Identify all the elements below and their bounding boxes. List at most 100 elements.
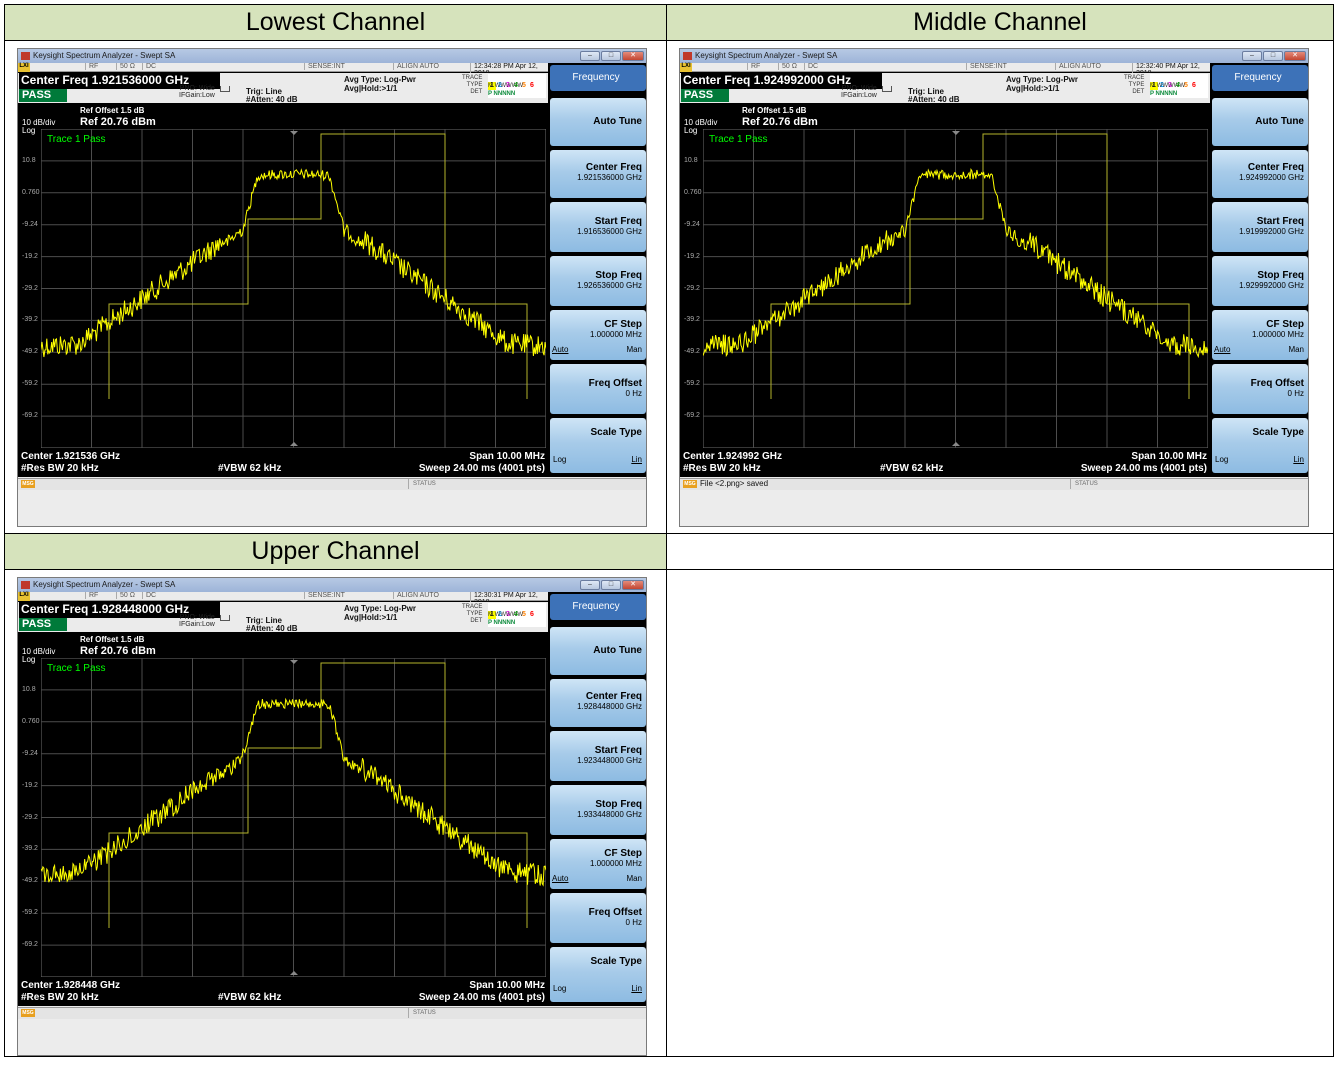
maximize-icon[interactable]: □ (601, 51, 621, 61)
lin-option[interactable]: Lin (1293, 455, 1304, 464)
minimize-icon[interactable]: – (580, 580, 600, 590)
trace-labels: TRACE TYPE DET (462, 604, 482, 625)
close-icon[interactable]: ✕ (1284, 51, 1306, 61)
man-option[interactable]: Man (626, 874, 642, 883)
ref-level: Ref 20.76 dBm (80, 645, 156, 657)
scale-div: 10 dB/div (22, 647, 56, 656)
trace-indicator[interactable]: 123456 M WWWWW P NNNNN (1150, 74, 1208, 98)
lxi-badge: LXI (18, 592, 30, 601)
lxi-badge: LXI (680, 63, 692, 72)
softkey-value: 0 Hz (1287, 389, 1304, 398)
trace-pass-label: Trace 1 Pass (47, 134, 106, 145)
auto-option[interactable]: Auto (1214, 345, 1231, 354)
scale-type-button[interactable]: Scale Type Log Lin (1212, 418, 1308, 473)
trace-num: 6 (530, 82, 534, 89)
ref-level: Ref 20.76 dBm (742, 116, 818, 128)
scale-readout: 10 dB/div Log (684, 119, 717, 135)
close-icon[interactable]: ✕ (622, 580, 644, 590)
auto-tune-button[interactable]: Auto Tune (550, 98, 646, 146)
impedance-label: 50 Ω (778, 63, 797, 70)
ref-area (18, 103, 548, 132)
scale-type-button[interactable]: Scale Type Log Lin (550, 418, 646, 473)
start-freq-button[interactable]: Start Freq 1.916536000 GHz (550, 202, 646, 252)
lin-option[interactable]: Lin (631, 455, 642, 464)
avg-type-label: Avg Type: Log-Pwr (344, 604, 416, 613)
freq-offset-button[interactable]: Freq Offset 0 Hz (550, 364, 646, 414)
type-label: TYPE (466, 82, 483, 88)
stop-freq-button[interactable]: Stop Freq 1.933448000 GHz (550, 785, 646, 835)
bottom-annotations: Center 1.928448 GHz #Res BW 20 kHz #VBW … (18, 978, 548, 1006)
stop-freq-button[interactable]: Stop Freq 1.926536000 GHz (550, 256, 646, 306)
app-logo-icon (21, 581, 30, 589)
trace-num: 5 (1184, 82, 1188, 89)
plot-svg (41, 658, 546, 977)
stop-freq-button[interactable]: Stop Freq 1.929992000 GHz (1212, 256, 1308, 306)
freq-offset-button[interactable]: Freq Offset 0 Hz (550, 893, 646, 943)
trigger-icon (220, 615, 230, 621)
center-freq-button[interactable]: Center Freq 1.928448000 GHz (550, 679, 646, 727)
auto-option[interactable]: Auto (552, 874, 569, 883)
trace-indicator[interactable]: 123456 M WWWWW P NNNNN (488, 603, 546, 627)
minimize-icon[interactable]: – (1242, 51, 1262, 61)
window-titlebar: Keysight Spectrum Analyzer - Swept SA – … (18, 578, 646, 592)
center-freq-readout[interactable]: Center Freq 1.921536000 GHz (19, 73, 220, 89)
man-option[interactable]: Man (626, 345, 642, 354)
softkey-value: 1.933448000 GHz (577, 810, 642, 819)
log-option[interactable]: Log (1215, 455, 1229, 464)
center-freq-button[interactable]: Center Freq 1.924992000 GHz (1212, 150, 1308, 198)
spectrum-plot[interactable] (703, 129, 1208, 448)
y-tick-label: -59.2 (22, 909, 38, 917)
man-option[interactable]: Man (1288, 345, 1304, 354)
freq-offset-button[interactable]: Freq Offset 0 Hz (1212, 364, 1308, 414)
bottom-annotations: Center 1.924992 GHz #Res BW 20 kHz #VBW … (680, 449, 1210, 477)
auto-tune-button[interactable]: Auto Tune (1212, 98, 1308, 146)
y-tick-label: -69.2 (684, 412, 700, 420)
cf-step-button[interactable]: CF Step 1.000000 MHz Auto Man (550, 839, 646, 889)
start-freq-button[interactable]: Start Freq 1.919992000 GHz (1212, 202, 1308, 252)
softkey-label: Start Freq (1256, 216, 1304, 227)
start-freq-button[interactable]: Start Freq 1.923448000 GHz (550, 731, 646, 781)
softkey-value: 1.921536000 GHz (577, 173, 642, 182)
spectrum-plot[interactable] (41, 658, 546, 977)
ref-offset: Ref Offset 1.5 dB (80, 106, 145, 115)
trace-indicator[interactable]: 123456 M WWWWW P NNNNN (488, 74, 546, 98)
center-freq-readout[interactable]: Center Freq 1.924992000 GHz (681, 73, 882, 89)
center-freq-readout[interactable]: Center Freq 1.928448000 GHz (19, 602, 220, 618)
status-label: STATUS (408, 1008, 440, 1018)
log-option[interactable]: Log (553, 984, 567, 993)
log-option[interactable]: Log (553, 455, 567, 464)
spectrum-plot[interactable] (41, 129, 546, 448)
rbw-label: #Res BW 20 kHz (21, 463, 99, 474)
message-bar (18, 478, 646, 490)
y-tick-label: -9.24 (22, 749, 38, 757)
minimize-icon[interactable]: – (580, 51, 600, 61)
y-tick-label: -69.2 (22, 941, 38, 949)
auto-tune-button[interactable]: Auto Tune (550, 627, 646, 675)
softkey-label: Freq Offset (588, 378, 642, 389)
pno-label: PNO: Wide (841, 85, 877, 92)
cell-lowest-channel: Keysight Spectrum Analyzer - Swept SA – … (4, 40, 667, 534)
lin-option[interactable]: Lin (631, 984, 642, 993)
trace-pass-label: Trace 1 Pass (709, 134, 768, 145)
ifgain-label: IFGain:Low (179, 621, 215, 628)
close-icon[interactable]: ✕ (622, 51, 644, 61)
cf-step-button[interactable]: CF Step 1.000000 MHz Auto Man (550, 310, 646, 360)
scale-type-button[interactable]: Scale Type Log Lin (550, 947, 646, 1002)
softkey-label: Center Freq (1247, 162, 1304, 173)
window-title: Keysight Spectrum Analyzer - Swept SA (33, 580, 176, 589)
y-tick-label: -29.2 (22, 284, 38, 292)
status-row: LXI RF 50 Ω DC SENSE:INT ALIGN AUTO 12:3… (18, 592, 548, 606)
maximize-icon[interactable]: □ (601, 580, 621, 590)
scale-type: Log (684, 126, 698, 135)
auto-option[interactable]: Auto (552, 345, 569, 354)
scale-type: Log (22, 126, 36, 135)
spectrum-analyzer-screenshot: Keysight Spectrum Analyzer - Swept SA – … (17, 48, 647, 527)
scale-div: 10 dB/div (684, 118, 718, 127)
maximize-icon[interactable]: □ (1263, 51, 1283, 61)
softkey-title: Frequency (550, 594, 646, 620)
center-freq-button[interactable]: Center Freq 1.921536000 GHz (550, 150, 646, 198)
softkey-label: CF Step (1266, 319, 1304, 330)
bottom-annotations: Center 1.921536 GHz #Res BW 20 kHz #VBW … (18, 449, 548, 477)
trace-det-row: P NNNNN (1150, 90, 1208, 98)
cf-step-button[interactable]: CF Step 1.000000 MHz Auto Man (1212, 310, 1308, 360)
